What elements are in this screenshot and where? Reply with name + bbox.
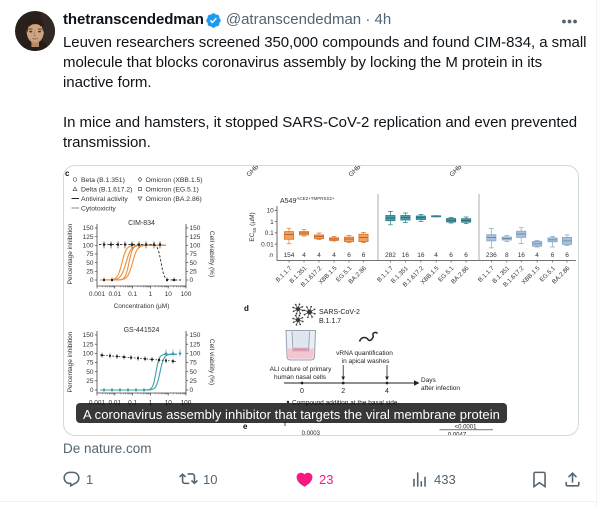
svg-text:Percentage inhibition: Percentage inhibition <box>67 331 74 392</box>
svg-text:150: 150 <box>83 332 94 339</box>
svg-text:0: 0 <box>190 277 194 284</box>
svg-text:6: 6 <box>362 252 366 259</box>
svg-text:XBB.1.5: XBB.1.5 <box>521 265 542 286</box>
svg-text:150: 150 <box>190 332 201 339</box>
svg-text:100: 100 <box>181 291 192 298</box>
svg-text:after infection: after infection <box>421 385 460 392</box>
svg-text:Concentration (µM): Concentration (µM) <box>114 303 170 310</box>
svg-text:75: 75 <box>86 360 94 367</box>
svg-text:4: 4 <box>535 252 539 259</box>
svg-text:10: 10 <box>165 291 173 298</box>
svg-text:d: d <box>244 304 249 313</box>
svg-text:GHB-1: GHB-1 <box>245 166 264 178</box>
svg-text:100: 100 <box>190 351 201 358</box>
svg-text:4: 4 <box>332 252 336 259</box>
svg-text:in apical washes: in apical washes <box>342 358 390 365</box>
svg-text:0.01: 0.01 <box>108 291 121 298</box>
svg-text:n: n <box>269 252 273 259</box>
svg-text:50: 50 <box>190 369 198 376</box>
svg-text:50: 50 <box>86 369 94 376</box>
svg-text:16: 16 <box>518 252 526 259</box>
svg-text:25: 25 <box>86 378 94 385</box>
svg-text:0: 0 <box>90 277 94 284</box>
svg-text:Days: Days <box>421 377 437 384</box>
svg-text:75: 75 <box>190 251 198 258</box>
svg-text:125: 125 <box>83 234 94 241</box>
svg-text:0.0047: 0.0047 <box>448 433 467 436</box>
svg-text:CIM-834: CIM-834 <box>128 220 155 227</box>
svg-text:A549ACE2+TMPRSS2+: A549ACE2+TMPRSS2+ <box>280 196 335 205</box>
svg-text:50: 50 <box>190 260 198 267</box>
svg-text:125: 125 <box>83 341 94 348</box>
svg-text:SARS-CoV-2: SARS-CoV-2 <box>319 309 360 316</box>
svg-text:50: 50 <box>86 260 94 267</box>
svg-text:1: 1 <box>270 219 274 226</box>
svg-text:GHB-1: GHB-1 <box>448 166 467 178</box>
svg-text:B.1.1.7: B.1.1.7 <box>319 318 341 325</box>
svg-text:150: 150 <box>190 225 201 232</box>
svg-text:154: 154 <box>284 252 295 259</box>
svg-text:0.1: 0.1 <box>128 291 137 298</box>
svg-text:100: 100 <box>83 243 94 250</box>
svg-text:EC50 (µM): EC50 (µM) <box>249 212 257 241</box>
svg-text:8: 8 <box>505 252 509 259</box>
svg-text:150: 150 <box>83 225 94 232</box>
svg-text:Omicron (EG.5.1): Omicron (EG.5.1) <box>146 186 199 193</box>
svg-text:c: c <box>65 169 70 178</box>
svg-text:Omicron (XBB.1.5): Omicron (XBB.1.5) <box>146 177 203 184</box>
svg-text:6: 6 <box>565 252 569 259</box>
svg-text:6: 6 <box>347 252 351 259</box>
svg-text:10: 10 <box>267 208 275 215</box>
svg-text:6: 6 <box>551 252 555 259</box>
svg-text:75: 75 <box>190 360 198 367</box>
svg-text:ALI culture of primary: ALI culture of primary <box>270 366 333 373</box>
svg-text:0: 0 <box>190 387 194 394</box>
svg-text:100: 100 <box>83 351 94 358</box>
svg-text:0: 0 <box>300 388 304 395</box>
svg-text:282: 282 <box>385 252 396 259</box>
svg-text:Delta (B.1.617.2): Delta (B.1.617.2) <box>81 186 132 193</box>
svg-text:25: 25 <box>190 378 198 385</box>
svg-text:human nasal cells: human nasal cells <box>274 374 327 381</box>
svg-text:0: 0 <box>90 387 94 394</box>
svg-text:0.001: 0.001 <box>89 291 106 298</box>
svg-text:75: 75 <box>86 251 94 258</box>
svg-text:25: 25 <box>190 269 198 276</box>
svg-text:Omicron (BA.2.86): Omicron (BA.2.86) <box>146 196 202 203</box>
svg-text:125: 125 <box>190 341 201 348</box>
svg-text:Antiviral activity: Antiviral activity <box>81 196 128 203</box>
svg-text:125: 125 <box>190 234 201 241</box>
svg-text:GHB-1: GHB-1 <box>347 166 366 178</box>
svg-text:16: 16 <box>402 252 410 259</box>
svg-text:Cell viability (%): Cell viability (%) <box>208 231 215 277</box>
svg-text:Cytotoxicity: Cytotoxicity <box>81 205 116 212</box>
svg-text:0.1: 0.1 <box>265 230 274 237</box>
svg-text:0.01: 0.01 <box>261 241 274 248</box>
svg-text:100: 100 <box>190 243 201 250</box>
svg-text:Percentage inhibition: Percentage inhibition <box>67 223 74 284</box>
svg-text:<0.0001: <0.0001 <box>455 425 478 431</box>
svg-text:2: 2 <box>341 388 345 395</box>
svg-text:vRNA quantification: vRNA quantification <box>336 350 393 357</box>
svg-text:236: 236 <box>486 252 497 259</box>
svg-text:4: 4 <box>317 252 321 259</box>
svg-text:6: 6 <box>449 252 453 259</box>
svg-text:25: 25 <box>86 269 94 276</box>
svg-text:e: e <box>243 422 248 431</box>
svg-text:4: 4 <box>434 252 438 259</box>
svg-text:GS-441524: GS-441524 <box>124 327 160 334</box>
svg-text:6: 6 <box>464 252 468 259</box>
svg-text:Cell viability (%): Cell viability (%) <box>208 339 215 385</box>
svg-text:Beta (B.1.351): Beta (B.1.351) <box>81 177 125 184</box>
svg-text:1: 1 <box>149 291 153 298</box>
svg-text:0.0003: 0.0003 <box>302 431 321 435</box>
svg-text:4: 4 <box>302 252 306 259</box>
svg-text:16: 16 <box>417 252 425 259</box>
svg-text:4: 4 <box>385 388 389 395</box>
